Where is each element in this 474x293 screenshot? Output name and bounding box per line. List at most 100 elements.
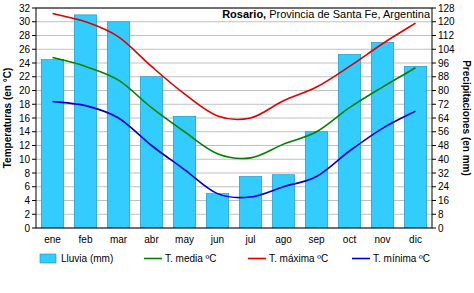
legend-label: Lluvia (mm) <box>61 253 113 264</box>
tick-mark <box>432 228 436 229</box>
tick-mark <box>32 173 36 174</box>
plot-area <box>41 14 426 229</box>
tick-mark <box>432 63 436 64</box>
bar <box>272 175 294 228</box>
tick-mark <box>32 145 36 146</box>
bar <box>404 66 426 228</box>
title: Rosario, <box>222 8 266 20</box>
x-tick-label: dic <box>409 234 422 245</box>
background <box>0 0 474 293</box>
tick-mark <box>32 63 36 64</box>
y-tick-label: 24 <box>19 58 31 69</box>
tick-mark <box>32 90 36 91</box>
tick-mark <box>432 35 436 36</box>
tick-mark <box>32 76 36 77</box>
tick-mark <box>432 159 436 160</box>
tick-mark <box>32 186 36 187</box>
y-tick-label: 10 <box>19 154 31 165</box>
x-tick-label: jul <box>244 234 255 245</box>
bar <box>173 116 195 228</box>
tick-mark <box>432 8 436 9</box>
legend: Lluvia (mm)T. media ºCT. máxima ºCT. mín… <box>40 253 430 264</box>
tick-mark <box>32 131 36 132</box>
y-tick-label: 6 <box>24 181 30 192</box>
y2-tick-label: 0 <box>438 223 444 234</box>
x-tick-label: mar <box>110 234 128 245</box>
y-tick-label: 22 <box>19 71 31 82</box>
line <box>53 102 416 198</box>
y2-tick-label: 48 <box>438 140 450 151</box>
y2-tick-label: 8 <box>438 209 444 220</box>
y-tick-label: 14 <box>19 126 31 137</box>
y2-tick-label: 88 <box>438 71 450 82</box>
bar <box>107 22 129 228</box>
tick-mark <box>32 214 36 215</box>
title-group: Rosario,Provincia de Santa Fe, Argentina <box>222 8 431 20</box>
x-tick-label: feb <box>79 234 93 245</box>
tick-mark <box>432 145 436 146</box>
bar <box>371 42 393 228</box>
x-tick-label: oct <box>343 234 357 245</box>
y-tick-label: 12 <box>19 140 31 151</box>
plot-frame <box>36 8 432 228</box>
y-tick-label: 16 <box>19 113 31 124</box>
x-tick-label: ene <box>44 234 61 245</box>
y2-tick-label: 56 <box>438 126 450 137</box>
y2-tick-label: 24 <box>438 181 450 192</box>
tick-mark <box>432 214 436 215</box>
chart: 0246810121416182022242628303208162432404… <box>0 0 474 293</box>
tick-mark <box>32 21 36 22</box>
tick-mark <box>432 200 436 201</box>
x-tick-label: nov <box>374 234 390 245</box>
tick-mark <box>32 49 36 50</box>
y-tick-label: 26 <box>19 44 31 55</box>
tick-mark <box>432 90 436 91</box>
x-tick-label: ago <box>275 234 292 245</box>
y-tick-label: 0 <box>24 223 30 234</box>
y-axis-label: Temperaturas (en °C) <box>2 68 13 169</box>
y2-axis-label: Precipitaciones (en mm) <box>461 60 472 176</box>
tick-mark <box>432 131 436 132</box>
y2-tick-label: 112 <box>438 30 454 41</box>
x-tick-label: jun <box>210 234 224 245</box>
y-tick-label: 4 <box>24 195 30 206</box>
tick-mark <box>32 228 36 229</box>
y2-tick-label: 16 <box>438 195 450 206</box>
y2-tick-label: 72 <box>438 99 450 110</box>
legend-swatch <box>248 258 266 260</box>
x-tick-label: may <box>175 234 194 245</box>
bar <box>206 194 228 228</box>
subtitle: Provincia de Santa Fe, Argentina <box>269 8 431 20</box>
y2-tick-label: 128 <box>438 3 455 14</box>
y2-tick-label: 32 <box>438 168 450 179</box>
y-tick-label: 28 <box>19 30 31 41</box>
y-tick-label: 30 <box>19 16 31 27</box>
tick-mark <box>432 21 436 22</box>
legend-swatch <box>40 254 56 263</box>
y-tick-label: 18 <box>19 99 31 110</box>
y2-tick-label: 120 <box>438 16 455 27</box>
bar <box>338 54 360 228</box>
legend-swatch <box>144 258 162 260</box>
tick-mark <box>432 118 436 119</box>
legend-label: T. mínima ºC <box>373 253 430 264</box>
tick-mark <box>432 104 436 105</box>
tick-mark <box>32 35 36 36</box>
tick-mark <box>432 49 436 50</box>
tick-mark <box>32 104 36 105</box>
y-tick-label: 8 <box>24 168 30 179</box>
legend-label: T. media ºC <box>165 253 216 264</box>
bar <box>41 60 63 228</box>
y2-tick-label: 104 <box>438 44 455 55</box>
y2-tick-label: 64 <box>438 113 450 124</box>
tick-mark <box>32 118 36 119</box>
tick-mark <box>32 8 36 9</box>
y2-tick-label: 80 <box>438 85 450 96</box>
y-tick-label: 20 <box>19 85 31 96</box>
tick-mark <box>432 186 436 187</box>
tick-mark <box>32 159 36 160</box>
x-tick-label: abr <box>144 234 159 245</box>
tick-mark <box>432 173 436 174</box>
bar <box>74 15 96 228</box>
bar <box>239 176 261 228</box>
